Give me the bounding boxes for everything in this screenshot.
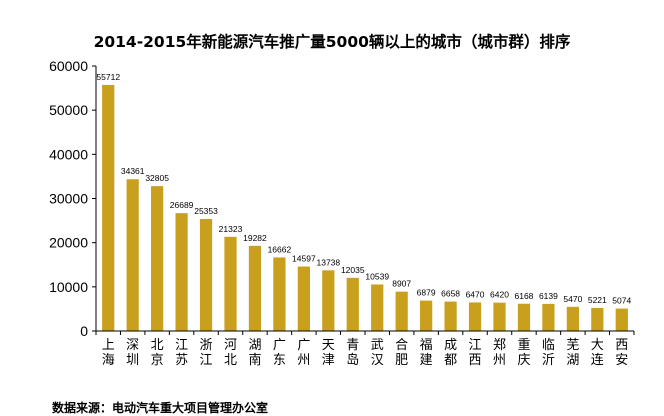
bar	[199, 219, 213, 331]
bar-value-label: 5470	[563, 294, 582, 304]
bar-value-label: 6658	[441, 289, 460, 299]
bar	[542, 303, 555, 331]
y-tick-label: 0	[80, 323, 88, 339]
x-category-label: 青岛	[346, 338, 359, 368]
bar-value-label: 6879	[417, 288, 436, 298]
bar-value-label: 8907	[392, 279, 411, 289]
bar	[297, 266, 310, 331]
bar-value-label: 25353	[194, 206, 218, 216]
bar	[346, 277, 359, 331]
chart-title: 2014-2015年新能源汽车推广量5000辆以上的城市（城市群）排序	[93, 33, 571, 51]
x-category-label: 广州	[297, 338, 310, 368]
x-category-label: 湖南	[248, 338, 261, 368]
x-category-label: 临沂	[542, 338, 555, 368]
x-category-label: 西安	[615, 338, 628, 368]
bar-value-label: 5221	[588, 295, 607, 305]
bar-value-label: 12035	[341, 265, 365, 275]
x-axis: 上海深圳北京江苏浙江河北湖南广东广州天津青岛武汉合肥福建成都江西郑州重庆临沂芜湖…	[95, 330, 635, 368]
y-tick-label: 10000	[49, 279, 88, 295]
bar-value-label: 6420	[490, 290, 509, 300]
x-category-label: 成都	[444, 338, 457, 368]
bar	[371, 284, 384, 331]
x-category-label: 河北	[224, 338, 237, 368]
bar-value-label: 14597	[292, 254, 316, 264]
bar-value-label: 5074	[612, 296, 631, 306]
bar	[517, 303, 531, 331]
x-category-label: 深圳	[126, 338, 139, 368]
bar	[273, 257, 286, 331]
bar	[468, 302, 482, 331]
bar	[395, 291, 408, 331]
bar	[444, 301, 457, 331]
y-tick-label: 60000	[49, 58, 88, 74]
bar	[224, 236, 237, 331]
x-category-label: 浙江	[200, 338, 213, 368]
bar-value-label: 19282	[243, 233, 267, 243]
x-category-label: 重庆	[517, 337, 530, 368]
bar-value-label: 21323	[219, 224, 243, 234]
bar	[322, 270, 335, 331]
bar-value-label: 32805	[145, 173, 169, 183]
x-category-label: 上海	[102, 338, 115, 368]
bar-value-label: 10539	[365, 271, 389, 281]
x-category-label: 天津	[322, 338, 335, 368]
bars	[102, 84, 628, 332]
bar	[615, 308, 628, 331]
y-tick-label: 50000	[49, 102, 88, 118]
x-category-label: 广东	[273, 338, 286, 368]
x-category-label: 芜湖	[566, 338, 579, 368]
bar-value-label: 26689	[170, 200, 194, 210]
y-tick-label: 40000	[49, 146, 88, 162]
y-axis: 0 10000 20000 30000 40000 50000 60000	[49, 58, 97, 339]
bar-value-label: 13738	[316, 257, 340, 267]
bar	[591, 307, 604, 331]
y-tick-label: 30000	[49, 191, 88, 207]
bar	[493, 302, 506, 331]
bar-value-label: 6470	[466, 289, 485, 299]
bar-value-label: 16662	[268, 244, 292, 254]
bar	[151, 186, 164, 331]
bar	[420, 300, 433, 331]
bar-value-label: 6139	[539, 291, 558, 301]
bar	[102, 84, 115, 332]
bar-value-label: 55712	[96, 72, 120, 82]
x-category-label: 福建	[420, 338, 433, 368]
bar-value-label: 34361	[121, 166, 145, 176]
bar	[566, 306, 579, 331]
bar	[175, 213, 188, 331]
bar	[248, 245, 262, 331]
x-category-label: 武汉	[371, 338, 384, 368]
x-category-label: 江苏	[175, 338, 188, 368]
x-category-label: 大连	[591, 338, 604, 368]
x-category-label: 江西	[469, 338, 482, 368]
x-category-label: 北京	[151, 338, 164, 368]
x-category-label: 合肥	[395, 338, 408, 368]
bar	[126, 179, 139, 331]
y-tick-label: 20000	[49, 235, 88, 251]
x-category-label: 郑州	[493, 338, 506, 368]
bar-value-label: 6168	[514, 291, 533, 301]
